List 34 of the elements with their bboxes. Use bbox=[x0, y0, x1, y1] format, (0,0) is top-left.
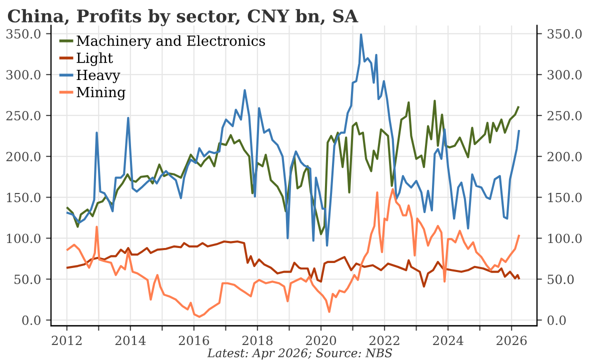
x-tick-label: 2020 bbox=[306, 336, 336, 346]
legend-label: Light bbox=[76, 52, 113, 66]
text: Latest: Apr 2026; Source: NBS bbox=[207, 348, 392, 360]
x-tick-label: 2022 bbox=[369, 336, 400, 346]
x-tick-label: 2014 bbox=[115, 336, 146, 346]
y-tick-label: 0.0 bbox=[22, 316, 40, 325]
y2-tick-label: 350.0 bbox=[548, 29, 582, 39]
y-tick-label: 250.0 bbox=[6, 110, 40, 120]
y2-tick-label: 250.0 bbox=[548, 110, 582, 120]
legend-label: Mining bbox=[76, 86, 126, 100]
y2-tick-label: 0.0 bbox=[548, 316, 566, 325]
x-tick-label: 2016 bbox=[178, 336, 210, 346]
legend-label: Machinery and Electronics bbox=[76, 35, 266, 49]
y2-tick-label: 100.0 bbox=[548, 234, 582, 244]
line-series bbox=[66, 33, 520, 247]
y-tick-label: 50.0 bbox=[14, 274, 40, 284]
y2-tick-label: 150.0 bbox=[548, 192, 582, 202]
line-series bbox=[66, 100, 520, 236]
chart-title: China, Profits by sector, CNY bn, SA bbox=[8, 9, 358, 26]
y-tick-label: 300.0 bbox=[6, 70, 40, 80]
y2-tick-label: 200.0 bbox=[548, 152, 582, 162]
y2-tick-label: 300.0 bbox=[548, 70, 582, 80]
x-tick-label: 2012 bbox=[52, 336, 82, 346]
y-tick-label: 350.0 bbox=[6, 29, 40, 39]
y-tick-label: 100.0 bbox=[7, 234, 40, 244]
y-tick-label: 150.0 bbox=[7, 192, 40, 202]
line-series bbox=[66, 188, 520, 318]
x-tick-label: 2024 bbox=[433, 336, 464, 346]
x-tick-label: 2018 bbox=[242, 336, 273, 346]
legend-label: Heavy bbox=[76, 70, 120, 84]
y-tick-label: 200.0 bbox=[6, 152, 40, 162]
line-series bbox=[66, 240, 520, 288]
x-tick-label: 2026 bbox=[496, 336, 527, 346]
y2-tick-label: 50.0 bbox=[548, 274, 574, 284]
